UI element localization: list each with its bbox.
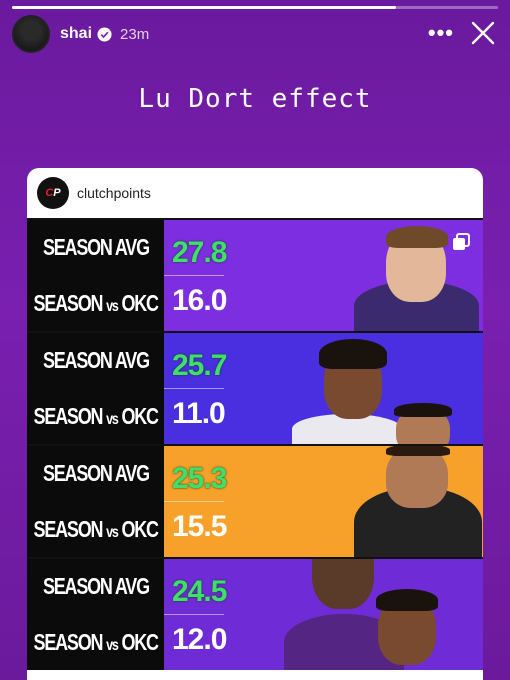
stat-row: SEASON AVG SEASON vs OKC 27.8 16.0 [27,218,483,331]
season-avg-value: 27.8 [172,236,227,269]
post-account-name[interactable]: clutchpoints [77,185,151,201]
player-hair [386,446,450,456]
label-season-avg: SEASON AVG [42,347,150,374]
vs-okc-value: 16.0 [172,284,227,317]
divider [164,614,224,615]
player-hair [319,339,387,369]
post-time: 23m [120,25,150,43]
story-caption: Lu Dort effect [138,84,372,114]
row-values: 24.5 12.0 [164,559,483,670]
season-avg-value: 25.7 [172,349,227,382]
row-values: 25.7 11.0 [164,333,483,444]
label-season-vs-okc: SEASON vs OKC [33,402,158,429]
story-header: shai 23m ••• [12,14,498,54]
row-labels: SEASON AVG SEASON vs OKC [27,559,164,670]
player-head [312,559,374,609]
player-head [386,446,448,508]
stats-table: SEASON AVG SEASON vs OKC 27.8 16.0 SEASO… [27,218,483,670]
label-season-avg: SEASON AVG [42,460,150,487]
vs-okc-value: 12.0 [172,623,227,656]
close-icon[interactable] [468,18,498,48]
verified-icon [97,26,112,42]
row-values: 27.8 16.0 [164,220,483,331]
more-icon[interactable]: ••• [427,20,454,45]
stat-row: SEASON AVG SEASON vs OKC 25.7 11.0 [27,331,483,444]
divider [164,388,224,389]
story-progress-fill [12,6,396,9]
vs-okc-value: 15.5 [172,510,227,543]
season-avg-value: 25.3 [172,462,227,495]
row-labels: SEASON AVG SEASON vs OKC [27,446,164,557]
season-avg-value: 24.5 [172,575,227,608]
copy-icon[interactable] [451,232,471,252]
label-season-vs-okc: SEASON vs OKC [33,628,158,655]
avatar[interactable] [12,15,50,53]
row-labels: SEASON AVG SEASON vs OKC [27,220,164,331]
username[interactable]: shai [60,25,93,42]
row-labels: SEASON AVG SEASON vs OKC [27,333,164,444]
player-image [292,414,402,444]
vs-okc-value: 11.0 [172,397,226,430]
divider [164,275,224,276]
player-hair-2 [376,589,438,611]
row-values: 25.3 15.5 [164,446,483,557]
label-season-vs-okc: SEASON vs OKC [33,289,158,316]
label-season-vs-okc: SEASON vs OKC [33,515,158,542]
player-hair [386,226,448,248]
label-season-avg: SEASON AVG [42,234,150,261]
story-progress-bar [12,6,498,9]
label-season-avg: SEASON AVG [42,573,150,600]
stat-row: SEASON AVG SEASON vs OKC 25.3 15.5 [27,444,483,557]
player-hair-2 [394,403,452,417]
divider [164,501,224,502]
stat-row: SEASON AVG SEASON vs OKC 24.5 12.0 [27,557,483,670]
